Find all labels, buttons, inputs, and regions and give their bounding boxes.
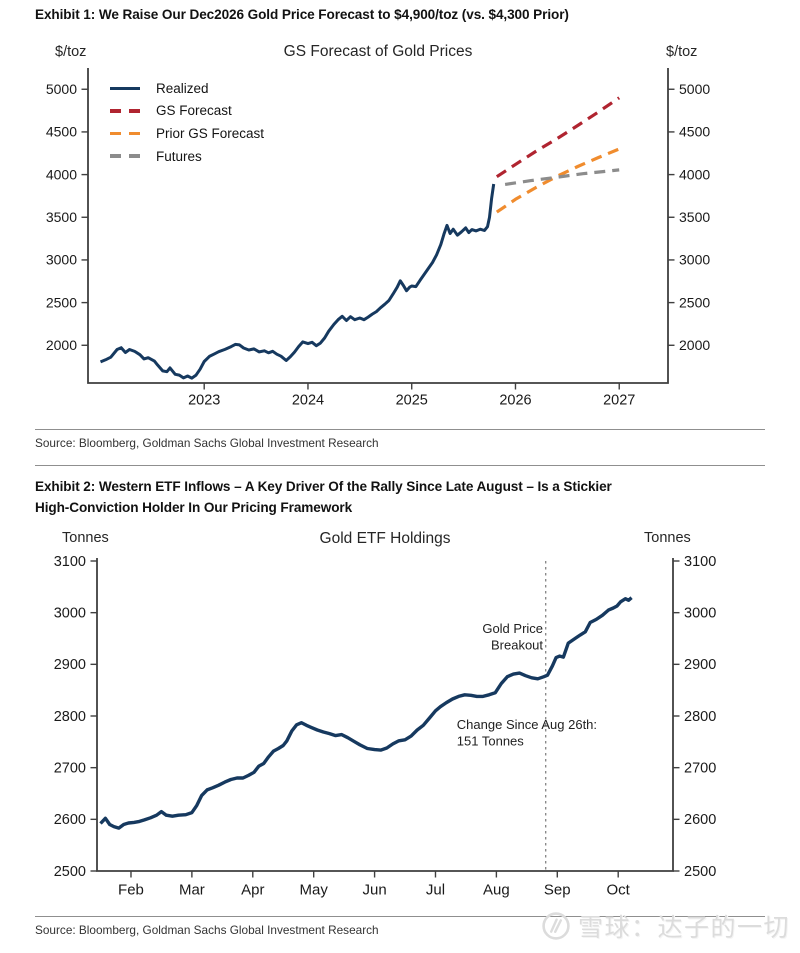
y-tick-label: 3100 <box>54 554 86 570</box>
x-tick-label: 2025 <box>396 393 428 409</box>
legend-item-gs-forecast: GS Forecast <box>110 100 264 123</box>
x-tick-label: Oct <box>607 882 631 899</box>
y-tick-label: 2500 <box>54 864 86 880</box>
y-tick-label: 2800 <box>684 709 716 725</box>
series-realized <box>99 183 496 380</box>
xueqiu-logo-icon <box>542 912 570 940</box>
y-tick-label: 3500 <box>46 209 77 225</box>
chart2-axes <box>96 558 674 872</box>
x-tick-label: 2023 <box>188 393 220 409</box>
chart-annotation: 151 Tonnes <box>457 733 524 748</box>
y-tick-label: 2600 <box>54 812 86 828</box>
series-futures <box>504 168 620 186</box>
gold-etf-holdings-chart: 2500 2500 2600 2600 2700 2700 2800 2800 2900 2900… <box>54 554 717 899</box>
y-tick-label: 2600 <box>684 812 716 828</box>
y-tick-label: 2500 <box>46 294 77 310</box>
y-tick-label: 3000 <box>679 252 710 268</box>
legend-label: Prior GS Forecast <box>156 125 265 141</box>
y-tick-label: 3500 <box>679 209 710 225</box>
y-tick-label: 2800 <box>54 709 86 725</box>
legend-label: GS Forecast <box>156 103 232 119</box>
x-tick-label: Aug <box>483 882 510 899</box>
legend-line-sample <box>110 131 140 136</box>
x-tick-label: Feb <box>118 882 144 899</box>
x-tick-label: Apr <box>241 882 264 899</box>
legend-item-realized: Realized <box>110 77 264 100</box>
legend-line-sample <box>110 109 140 113</box>
y-tick-label: 2500 <box>679 294 710 310</box>
legend-label: Futures <box>156 148 202 164</box>
x-tick-label: 2026 <box>499 393 531 409</box>
y-tick-label: 3000 <box>684 605 716 621</box>
exhibit1-title: Exhibit 1: We Raise Our Dec2026 Gold Pri… <box>35 7 569 22</box>
divider-rule <box>35 429 765 430</box>
y-tick-label: 5000 <box>46 81 77 97</box>
chart1-legend: Realized GS Forecast Prior GS Forecast Futu… <box>110 77 264 167</box>
y-tick-label: 3000 <box>46 252 77 268</box>
legend-item-prior-gs-forecast: Prior GS Forecast <box>110 122 264 145</box>
chart-annotation: Breakout <box>491 637 543 652</box>
chart1-unit-left: $/toz <box>55 44 87 60</box>
y-tick-label: 2700 <box>684 760 716 776</box>
divider-rule <box>35 916 765 917</box>
watermark-text: 雪球：达子的一切 <box>577 914 790 942</box>
x-tick-label: 2024 <box>292 393 324 409</box>
chart1-unit-right: $/toz <box>666 44 698 60</box>
y-tick-label: 3000 <box>54 605 86 621</box>
x-tick-label: 2027 <box>603 393 635 409</box>
y-tick-label: 2900 <box>54 657 86 673</box>
x-tick-label: Jun <box>362 882 386 899</box>
chart1-axes <box>87 68 669 384</box>
y-tick-label: 4500 <box>46 124 77 140</box>
chart2-title: Gold ETF Holdings <box>319 530 451 547</box>
x-tick-label: May <box>300 882 329 899</box>
y-tick-label: 4000 <box>679 166 710 182</box>
y-tick-label: 3100 <box>684 554 716 570</box>
gold-price-forecast-chart: 2000 2000 2500 2500 3000 3000 3500 3500 4000 4000… <box>46 68 710 409</box>
y-tick-label: 2000 <box>46 337 77 353</box>
legend-line-sample <box>110 86 140 90</box>
chart2-unit-left: Tonnes <box>62 530 109 546</box>
y-tick-label: 2000 <box>679 337 710 353</box>
legend-line-sample <box>110 154 140 158</box>
exhibit2-title-line2: High-Conviction Holder In Our Pricing Fr… <box>35 499 353 515</box>
watermark: 雪球：达子的一切 <box>541 908 790 944</box>
x-tick-label: Mar <box>179 882 205 899</box>
y-tick-label: 2700 <box>54 760 86 776</box>
exhibit1-source: Source: Bloomberg, Goldman Sachs Global … <box>35 436 379 450</box>
y-tick-label: 2900 <box>684 657 716 673</box>
exhibit2-title-line1: Exhibit 2: Western ETF Inflows – A Key D… <box>35 479 612 494</box>
chart2-unit-right: Tonnes <box>644 530 691 546</box>
series-gold-etf-holdings <box>99 596 633 830</box>
y-tick-label: 4500 <box>679 124 710 140</box>
legend-label: Realized <box>156 80 209 96</box>
series-gs-forecast <box>495 96 621 179</box>
legend-item-futures: Futures <box>110 145 264 168</box>
y-tick-label: 4000 <box>46 166 77 182</box>
y-tick-label: 5000 <box>679 81 710 97</box>
divider-rule <box>35 465 765 466</box>
chart-annotation: Change Since Aug 26th: <box>457 717 597 732</box>
x-tick-label: Jul <box>426 882 445 899</box>
chart-annotation: Gold Price <box>482 621 543 636</box>
chart1-title: GS Forecast of Gold Prices <box>283 43 473 60</box>
x-tick-label: Sep <box>544 882 571 899</box>
exhibit2-source: Source: Bloomberg, Goldman Sachs Global … <box>35 923 379 937</box>
exhibit2-title: Exhibit 2: Western ETF Inflows – A Key D… <box>35 477 760 518</box>
series-prior-gs-forecast <box>495 147 620 214</box>
y-tick-label: 2500 <box>684 864 716 880</box>
